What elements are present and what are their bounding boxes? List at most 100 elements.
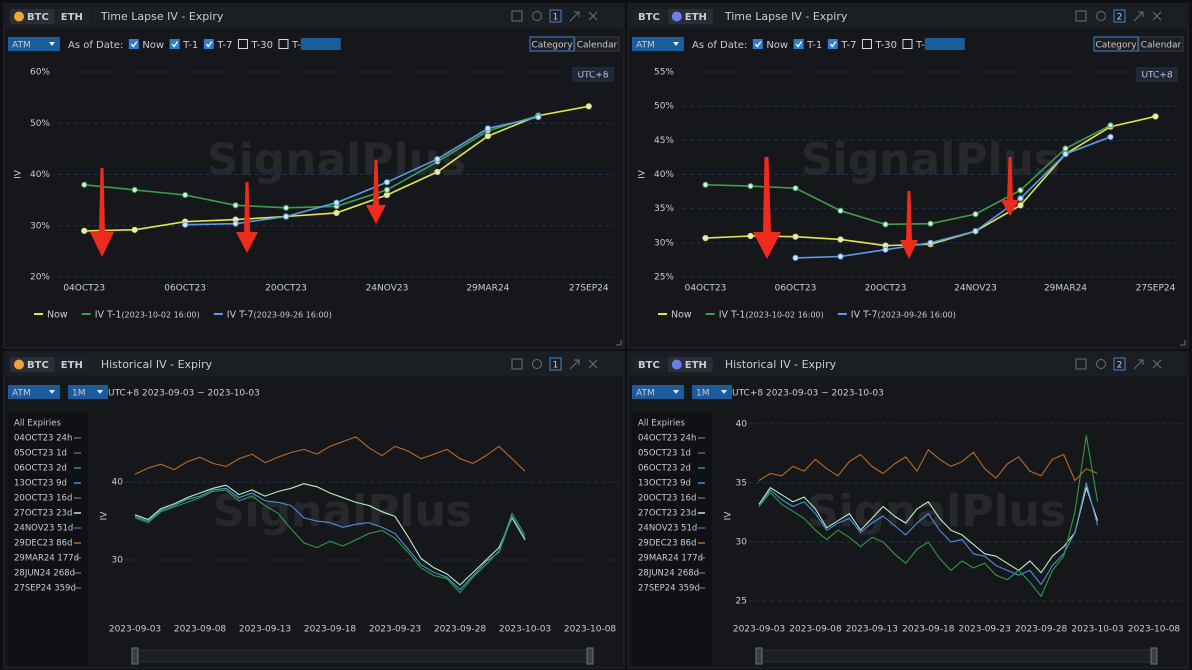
series-line [134, 487, 526, 591]
asset-tab[interactable]: ETH [56, 9, 89, 24]
legend-label: IV T-1 [719, 310, 746, 321]
asset-tab[interactable]: BTC [634, 9, 666, 24]
date-option[interactable]: Now [128, 39, 164, 52]
panel-number-box[interactable] [1113, 9, 1126, 23]
y-tick-label: 35% [654, 204, 674, 214]
date-input[interactable] [300, 38, 341, 50]
legend-label: Now [671, 310, 692, 321]
dropdown[interactable]: 1M [68, 385, 108, 399]
legend-label[interactable]: 04OCT23 24h [14, 434, 72, 444]
point [972, 228, 979, 235]
legend-label[interactable]: 06OCT23 2d [638, 464, 691, 474]
dropdown[interactable]: ATM [632, 37, 684, 51]
export-icon[interactable] [511, 10, 523, 22]
date-option[interactable]: T- [902, 39, 925, 52]
date-option[interactable]: T-1 [793, 39, 822, 52]
x-tick-label: 24NOV23 [954, 284, 997, 294]
legend-label[interactable]: 27OCT23 23d [14, 509, 72, 519]
slider-handle[interactable] [755, 647, 763, 665]
panel-title: Historical IV - Expiry [725, 358, 837, 371]
panel-number-box[interactable] [549, 9, 562, 23]
view-toggle[interactable]: Calendar [574, 36, 620, 52]
checkbox [128, 39, 139, 49]
refresh-icon[interactable] [532, 359, 542, 369]
slider-handle[interactable] [586, 647, 594, 665]
date-option[interactable]: T-7 [203, 39, 232, 52]
legend-label[interactable]: 29MAR24 177d [14, 554, 79, 564]
range-slider[interactable] [134, 649, 591, 663]
legend-label[interactable]: 05OCT23 1d [638, 449, 691, 459]
red-arrow [900, 191, 918, 259]
close-icon[interactable] [1152, 11, 1162, 21]
point [484, 125, 491, 132]
view-toggle[interactable]: Category [529, 36, 575, 52]
expand-icon[interactable] [569, 11, 580, 22]
date-option[interactable]: Now [752, 39, 788, 52]
asset-tab[interactable]: BTC [10, 9, 55, 24]
legend-label[interactable]: 13OCT23 9d [14, 479, 67, 489]
date-option[interactable]: T-7 [827, 39, 856, 52]
slider-handle[interactable] [1150, 647, 1158, 665]
legend-label[interactable]: 27SEP24 359d [14, 584, 76, 594]
x-tick-label: 27SEP24 [569, 284, 609, 294]
point [837, 253, 844, 260]
refresh-icon[interactable] [1096, 11, 1106, 21]
legend-label[interactable]: 06OCT23 2d [14, 464, 67, 474]
panel-number-box[interactable] [549, 357, 562, 371]
asset-tab[interactable]: ETH [667, 9, 713, 24]
asset-tab-label: BTC [638, 12, 660, 23]
expand-icon[interactable] [569, 359, 580, 370]
legend-label[interactable]: 05OCT23 1d [14, 449, 67, 459]
expand-icon[interactable] [1133, 11, 1144, 22]
export-icon[interactable] [1075, 358, 1087, 370]
asset-tab-label: BTC [27, 360, 49, 371]
point [383, 179, 391, 186]
view-toggle-label: Calendar [1141, 41, 1182, 51]
dropdown[interactable]: ATM [8, 385, 60, 399]
dropdown[interactable]: ATM [632, 385, 684, 399]
legend-label[interactable]: 24NOV23 51d [14, 524, 73, 534]
legend-label[interactable]: 20OCT23 16d [14, 494, 72, 504]
slider-handle[interactable] [131, 647, 139, 665]
legend-label[interactable]: 27OCT23 23d [638, 509, 696, 519]
dropdown[interactable]: ATM [8, 37, 60, 51]
date-option[interactable]: T-1 [169, 39, 198, 52]
legend-label[interactable]: 24NOV23 51d [638, 524, 697, 534]
asset-tab[interactable]: ETH [667, 357, 713, 372]
legend-box [632, 412, 712, 666]
date-option[interactable]: T-30 [861, 39, 897, 52]
legend-label[interactable]: 27SEP24 359d [638, 584, 700, 594]
legend-label[interactable]: 13OCT23 9d [638, 479, 691, 489]
as-of-label: As of Date: [692, 40, 747, 51]
legend-label[interactable]: 04OCT23 24h [638, 434, 696, 444]
legend-label[interactable]: 29MAR24 177d [638, 554, 703, 564]
dropdown[interactable]: 1M [692, 385, 732, 399]
point [792, 254, 799, 261]
expand-icon[interactable] [1133, 359, 1144, 370]
asset-tab[interactable]: BTC [634, 357, 666, 372]
legend-label[interactable]: 29DEC23 86d [638, 539, 696, 549]
legend-label[interactable]: 28JUN24 268d [14, 569, 75, 579]
close-icon[interactable] [588, 11, 598, 21]
date-option[interactable]: T- [278, 39, 301, 52]
y-tick-label: 45% [654, 136, 674, 146]
view-toggle[interactable]: Calendar [1138, 36, 1184, 52]
panel-number-box[interactable] [1113, 357, 1126, 371]
asset-tab[interactable]: ETH [56, 357, 89, 372]
range-slider[interactable] [758, 649, 1155, 663]
export-icon[interactable] [511, 358, 523, 370]
point [972, 211, 979, 218]
panel-header [628, 352, 1188, 376]
view-toggle[interactable]: Category [1093, 36, 1139, 52]
refresh-icon[interactable] [1096, 359, 1106, 369]
export-icon[interactable] [1075, 10, 1087, 22]
close-icon[interactable] [1152, 359, 1162, 369]
date-input[interactable] [924, 38, 965, 50]
legend-label[interactable]: 20OCT23 16d [638, 494, 696, 504]
date-option[interactable]: T-30 [237, 39, 273, 52]
refresh-icon[interactable] [532, 11, 542, 21]
close-icon[interactable] [588, 359, 598, 369]
legend-label[interactable]: 28JUN24 268d [638, 569, 699, 579]
asset-tab[interactable]: BTC [10, 357, 55, 372]
legend-label[interactable]: 29DEC23 86d [14, 539, 72, 549]
